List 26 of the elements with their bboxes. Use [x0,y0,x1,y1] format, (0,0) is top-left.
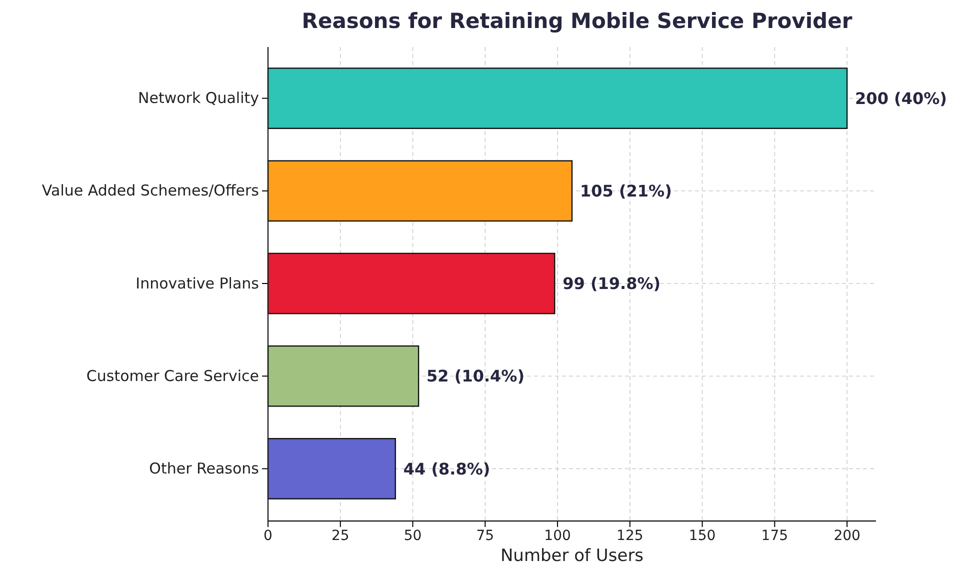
x-tick-label: 0 [264,528,272,544]
y-tick-label: Value Added Schemes/Offers [42,182,260,200]
y-tick-label: Innovative Plans [136,274,260,292]
data-label: 105 (21%) [580,182,672,200]
data-label: 44 (8.8%) [403,459,490,478]
x-tick-label: 100 [544,528,571,544]
bar [267,438,396,500]
y-tick-label: Customer Care Service [86,366,259,385]
data-label: 52 (10.4%) [426,366,525,386]
x-tick-label: 125 [616,528,644,544]
bar [267,345,420,407]
x-tick-label: 25 [331,528,350,544]
data-label: 99 (19.8%) [562,274,661,294]
chart-title: Reasons for Retaining Mobile Service Provider [302,9,853,33]
x-tick-label: 175 [761,528,788,544]
bar [267,68,848,129]
x-tick-label: 200 [834,528,860,544]
bar [267,252,556,314]
bar [267,160,573,222]
data-label: 200 (40%) [855,88,947,108]
y-tick-label: Other Reasons [149,460,260,478]
x-tick-label: 75 [476,528,494,544]
x-tick-label: 50 [404,528,422,544]
y-tick-label: Network Quality [138,89,260,108]
x-axis-title: Number of Users [500,546,644,566]
x-tick-label: 150 [688,528,716,544]
